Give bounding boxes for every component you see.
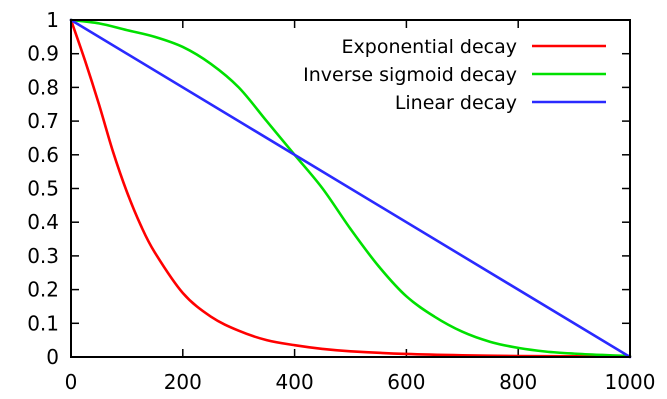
y-tick-label: 0.7 xyxy=(27,109,59,133)
y-axis-ticks: 0 0.1 0.2 0.3 0.4 0.5 0.6 0.7 0.8 0.9 1 xyxy=(27,8,630,369)
x-tick-label: 200 xyxy=(164,370,202,394)
y-tick-label: 0.2 xyxy=(27,278,59,302)
series-lines xyxy=(69,18,632,359)
y-tick-label: 0 xyxy=(46,345,59,369)
y-tick-label: 0.9 xyxy=(27,42,59,66)
legend: Exponential decay Inverse sigmoid decay Li… xyxy=(303,36,606,114)
inverse-sigmoid-decay-line xyxy=(69,18,632,358)
plot-frame xyxy=(70,19,631,358)
legend-label: Inverse sigmoid decay xyxy=(303,64,517,86)
y-tick-label: 0.4 xyxy=(27,210,59,234)
x-tick-label: 400 xyxy=(276,370,314,394)
x-tick-label: 800 xyxy=(499,370,537,394)
legend-label: Exponential decay xyxy=(342,36,517,58)
exponential-decay-line xyxy=(69,18,632,358)
y-tick-label: 0.1 xyxy=(27,311,59,335)
x-tick-label: 0 xyxy=(65,370,78,394)
y-tick-label: 0.5 xyxy=(27,177,59,201)
x-tick-label: 1000 xyxy=(605,370,656,394)
y-tick-label: 0.3 xyxy=(27,244,59,268)
legend-label: Linear decay xyxy=(395,92,517,114)
linear-decay-line xyxy=(69,18,632,359)
y-tick-label: 0.8 xyxy=(27,75,59,99)
y-tick-label: 0.6 xyxy=(27,143,59,167)
y-tick-label: 1 xyxy=(46,8,59,32)
x-tick-label: 600 xyxy=(387,370,425,394)
